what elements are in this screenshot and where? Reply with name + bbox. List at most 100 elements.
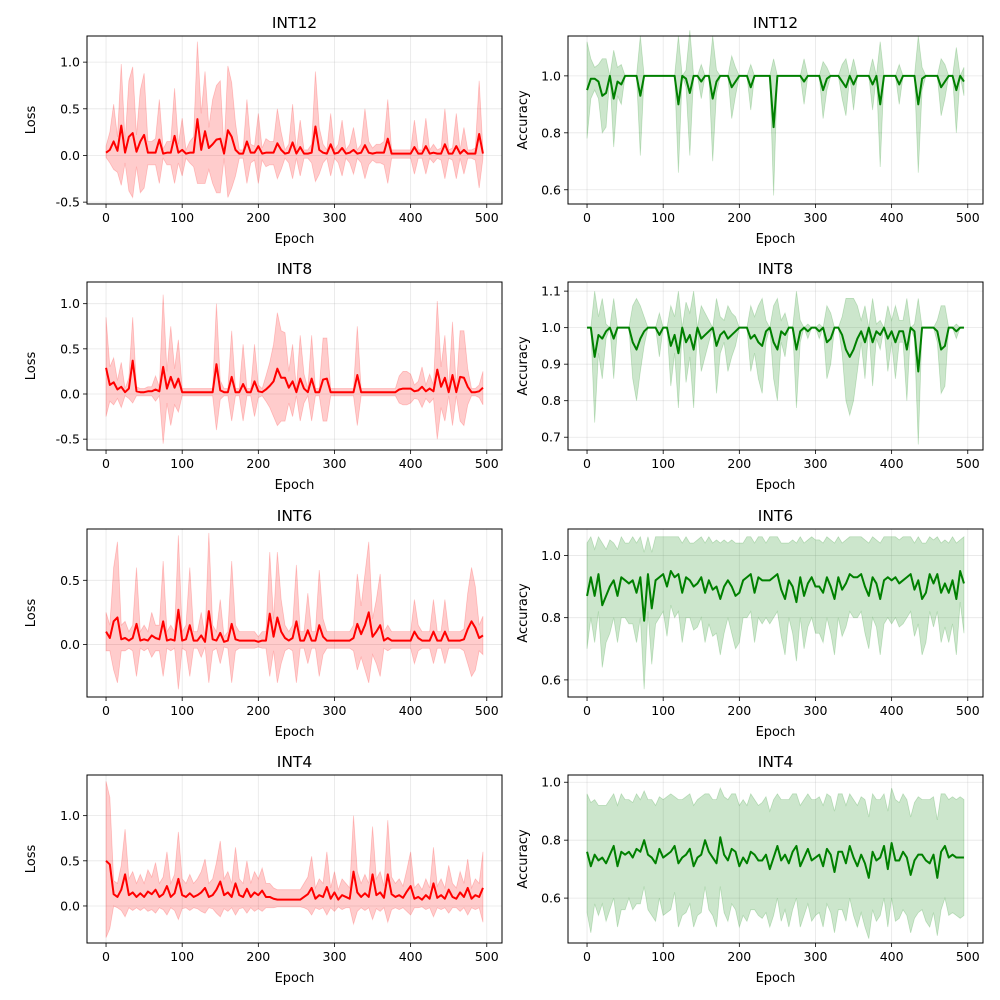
mean-line-int4-loss (105, 860, 484, 901)
confidence-band-int8-loss (105, 294, 484, 444)
x-tick-label: 200 (246, 703, 270, 718)
y-tick-label: 1.0 (541, 68, 561, 83)
x-tick-label: 500 (475, 456, 499, 471)
mean-line-int12-loss (105, 118, 484, 155)
y-tick-label: 1.0 (60, 808, 80, 823)
axes-frame (86, 774, 503, 944)
mean-line-int8-loss (105, 359, 484, 394)
y-tick-label: 0.6 (541, 891, 561, 906)
y-tick-label: 0.8 (541, 610, 561, 625)
y-tick-label: 0.0 (60, 387, 80, 402)
y-axis-label: Loss (24, 352, 39, 381)
x-tick-label: 200 (246, 456, 270, 471)
x-tick-label: 0 (583, 210, 591, 225)
x-axis-label: Epoch (275, 478, 315, 493)
y-axis-label: Loss (24, 845, 39, 874)
chart-title: INT4 (277, 753, 313, 771)
x-tick-label: 400 (399, 456, 423, 471)
x-tick-label: 500 (475, 949, 499, 964)
x-tick-label: 0 (102, 456, 110, 471)
x-tick-label: 500 (956, 949, 980, 964)
y-axis-label: Accuracy (516, 90, 531, 150)
y-tick-label: 0.9 (541, 357, 561, 372)
y-tick-label: 0.6 (541, 182, 561, 197)
confidence-band-int4-loss (105, 781, 484, 938)
x-tick-label: 400 (880, 703, 904, 718)
y-tick-label: 1.0 (60, 296, 80, 311)
confidence-band-int6-loss (105, 532, 484, 690)
x-tick-label: 400 (399, 210, 423, 225)
y-tick-label: 0.5 (60, 853, 80, 868)
panel-int8-acc: 0 100 200 300 400 500 0.7 0.8 0.9 1.0 1.1 INT8 Epoch… (516, 260, 984, 493)
chart-title: INT6 (277, 507, 313, 525)
y-tick-label: 1.0 (541, 320, 561, 335)
y-axis-label: Accuracy (516, 583, 531, 643)
x-tick-label: 200 (727, 703, 751, 718)
x-axis-label: Epoch (275, 971, 315, 986)
y-tick-label: 1.0 (60, 55, 80, 70)
confidence-band-int12-loss (105, 41, 484, 199)
x-tick-label: 500 (475, 703, 499, 718)
x-axis-label: Epoch (756, 971, 796, 986)
y-tick-label: 1.0 (541, 548, 561, 563)
x-tick-label: 100 (651, 210, 675, 225)
x-axis-label: Epoch (275, 232, 315, 247)
y-axis-label: Loss (24, 106, 39, 135)
mean-line-int4-acc (586, 836, 964, 879)
x-axis-label: Epoch (275, 725, 315, 740)
x-tick-label: 300 (323, 210, 347, 225)
mean-line-int12-acc (586, 74, 965, 129)
x-tick-label: 300 (323, 703, 347, 718)
y-tick-label: 0.0 (60, 898, 80, 913)
axes-frame (86, 281, 503, 451)
x-tick-label: 400 (880, 456, 904, 471)
y-tick-label: 0.5 (60, 573, 80, 588)
y-tick-label: 0.0 (60, 148, 80, 163)
axes-frame (567, 35, 984, 205)
x-tick-label: 100 (651, 703, 675, 718)
confidence-band-int4-acc (586, 786, 965, 939)
y-tick-label: 0.6 (541, 672, 561, 687)
x-tick-label: 300 (323, 949, 347, 964)
x-tick-label: 400 (880, 949, 904, 964)
y-axis-label: Accuracy (516, 829, 531, 889)
x-tick-label: 200 (246, 210, 270, 225)
x-tick-label: 500 (956, 703, 980, 718)
y-tick-label: 0.5 (60, 101, 80, 116)
axes-frame (567, 281, 984, 451)
y-axis-label: Loss (24, 599, 39, 628)
y-tick-label: 0.8 (541, 833, 561, 848)
y-tick-label: -0.5 (56, 432, 80, 447)
y-axis-label: Accuracy (516, 336, 531, 396)
panel-int6-acc: 0 100 200 300 400 500 0.6 0.8 1.0 INT6 Epoch Accura… (516, 507, 984, 740)
y-tick-label: 1.0 (541, 775, 561, 790)
x-tick-label: 0 (102, 210, 110, 225)
y-tick-label: 0.7 (541, 430, 561, 445)
chart-title: INT8 (277, 260, 313, 278)
x-axis-label: Epoch (756, 478, 796, 493)
y-tick-label: 1.1 (541, 284, 561, 299)
x-tick-label: 300 (804, 456, 828, 471)
y-tick-label: -0.5 (56, 195, 80, 210)
x-tick-label: 0 (583, 456, 591, 471)
x-tick-label: 0 (583, 949, 591, 964)
x-tick-label: 400 (399, 703, 423, 718)
x-tick-label: 0 (583, 703, 591, 718)
x-tick-label: 300 (323, 456, 347, 471)
mean-line-int8-acc (587, 326, 964, 373)
axes-frame (567, 774, 984, 944)
x-tick-label: 200 (727, 949, 751, 964)
panel-int12-acc: 0 100 200 300 400 500 0.6 0.8 1.0 INT12 Epoch Accur… (516, 14, 984, 247)
y-tick-label: 0.5 (60, 341, 80, 356)
panel-int4-acc: 0 100 200 300 400 500 0.6 0.8 1.0 INT4 Epoch Accura… (516, 753, 984, 986)
axes-frame (86, 35, 503, 205)
x-tick-label: 200 (727, 456, 751, 471)
x-tick-label: 100 (651, 949, 675, 964)
x-tick-label: 500 (956, 456, 980, 471)
y-tick-label: 0.8 (541, 125, 561, 140)
x-tick-label: 0 (102, 949, 110, 964)
axes-frame (567, 528, 984, 698)
chart-title: INT6 (758, 507, 794, 525)
